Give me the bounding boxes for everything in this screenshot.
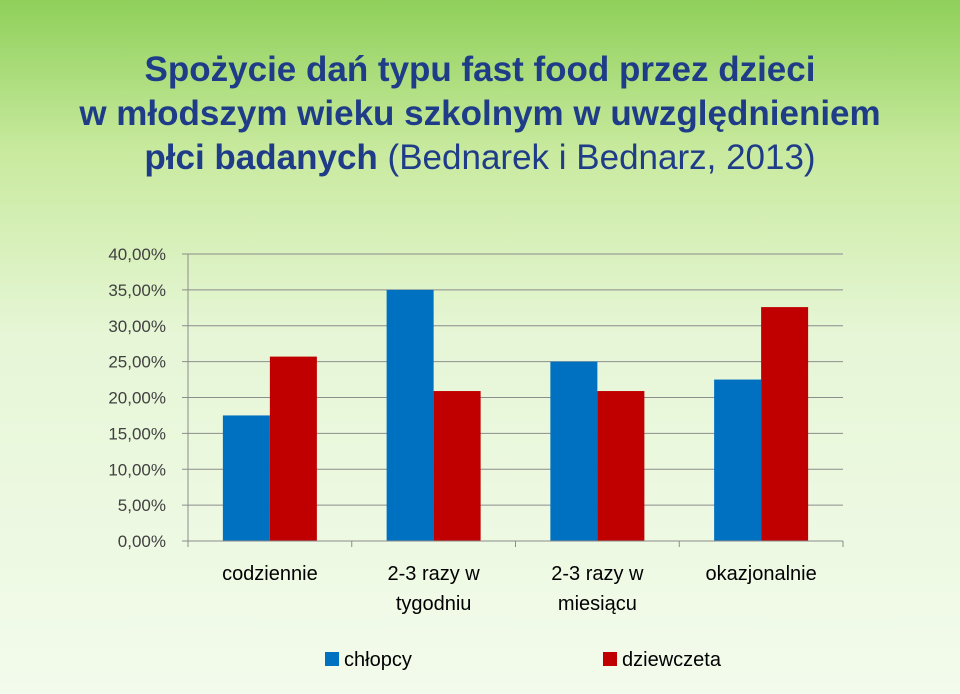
legend-swatch-chlopcy bbox=[325, 652, 339, 666]
y-tick-label: 40,00% bbox=[108, 245, 166, 264]
title-line-3-bold: płci badanych bbox=[144, 138, 378, 177]
x-tick-label: codziennie bbox=[222, 563, 318, 585]
title-line-2: w młodszym wieku szkolnym w uwzględnieni… bbox=[79, 94, 881, 133]
y-tick-label: 0,00% bbox=[118, 532, 166, 551]
bar-dziewczeta-0 bbox=[269, 356, 317, 541]
bar-chlopcy-3 bbox=[714, 379, 762, 541]
legend-swatch-dziewczeta bbox=[603, 652, 617, 666]
y-tick-label: 35,00% bbox=[108, 281, 166, 300]
x-tick-label: 2-3 razy w bbox=[388, 563, 481, 585]
bar-chlopcy-1 bbox=[386, 289, 434, 541]
title-line-3-source: (Bednarek i Bednarz, 2013) bbox=[387, 138, 816, 177]
y-tick-label: 10,00% bbox=[108, 460, 166, 479]
bar-dziewczeta-1 bbox=[433, 391, 481, 541]
y-tick-label: 5,00% bbox=[118, 496, 166, 515]
x-tick-label: okazjonalnie bbox=[706, 563, 817, 585]
x-tick-label: miesiącu bbox=[558, 593, 637, 615]
legend-label-dziewczeta: dziewczeta bbox=[622, 649, 722, 671]
legend-label-chlopcy: chłopcy bbox=[344, 649, 412, 671]
bar-dziewczeta-2 bbox=[597, 391, 645, 541]
y-tick-label: 15,00% bbox=[108, 424, 166, 443]
bar-dziewczeta-3 bbox=[761, 307, 809, 541]
axes bbox=[187, 254, 844, 547]
bar-chlopcy-2 bbox=[550, 361, 598, 541]
y-tick-label: 25,00% bbox=[108, 353, 166, 372]
bars bbox=[222, 289, 809, 541]
title-line-1: Spożycie dań typu fast food przez dzieci bbox=[144, 50, 816, 89]
y-axis-ticks: 0,00% 5,00% 10,00% 15,00% 20,00% 25,00% 30,00%… bbox=[108, 245, 188, 551]
y-tick-label: 30,00% bbox=[108, 317, 166, 336]
x-tick-label: 2-3 razy w bbox=[551, 563, 644, 585]
x-axis-labels: codziennie 2-3 razy w tygodniu 2-3 razy w mi… bbox=[222, 563, 817, 615]
legend: chłopcy dziewczeta bbox=[325, 649, 722, 671]
bar-chlopcy-0 bbox=[222, 415, 270, 541]
x-tick-label: tygodniu bbox=[396, 593, 472, 615]
y-tick-label: 20,00% bbox=[108, 389, 166, 408]
chart-title: Spożycie dań typu fast food przez dzieci… bbox=[0, 48, 960, 180]
title-line-3: płci badanych (Bednarek i Bednarz, 2013) bbox=[0, 136, 960, 180]
